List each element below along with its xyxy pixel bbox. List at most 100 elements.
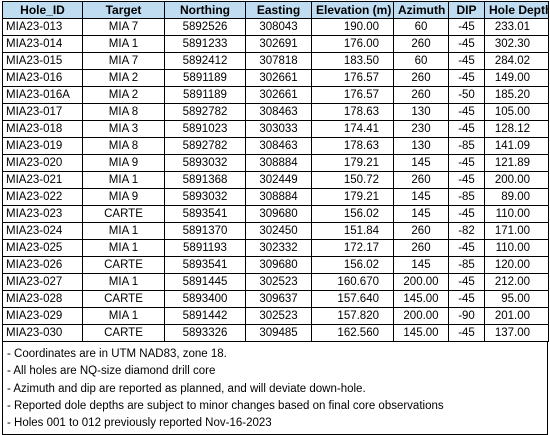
hole-id-cell: MIA23-029	[2, 307, 83, 325]
target-cell: MIA 1	[82, 171, 165, 189]
elevation-cell: 172.17	[311, 239, 394, 257]
azimuth-cell: 260	[393, 222, 449, 240]
azimuth-cell: 145.00	[393, 324, 449, 342]
target-cell: MIA 9	[82, 154, 165, 172]
azimuth-cell: 200.00	[393, 273, 449, 291]
table-row: MIA23-018 MIA 3 5891023 303033 174.41 230 -45 1…	[2, 120, 549, 138]
northing-cell: 5891233	[164, 35, 246, 53]
dip-cell: -85	[448, 188, 485, 206]
target-cell: MIA 7	[82, 52, 165, 70]
elevation-cell: 178.63	[311, 137, 394, 155]
note-line: - Reported dole depths are subject to mi…	[7, 399, 444, 412]
dip-cell: -45	[448, 171, 485, 189]
header-easting: Easting	[245, 1, 312, 19]
hole-depth-cell: 201.00	[484, 307, 549, 325]
hole-id-cell: MIA23-030	[2, 324, 83, 342]
target-cell: MIA 1	[82, 307, 165, 325]
elevation-cell: 150.72	[311, 171, 394, 189]
easting-cell: 302661	[245, 86, 312, 104]
target-cell: MIA 2	[82, 86, 165, 104]
easting-cell: 309637	[245, 290, 312, 308]
dip-cell: -45	[448, 290, 485, 308]
elevation-cell: 160.670	[311, 273, 394, 291]
target-cell: MIA 8	[82, 103, 165, 121]
northing-cell: 5891368	[164, 171, 246, 189]
azimuth-cell: 60	[393, 18, 449, 36]
easting-cell: 309680	[245, 256, 312, 274]
table-row: MIA23-019 MIA 8 5892782 308463 178.63 130 -85 1…	[2, 137, 549, 155]
easting-cell: 307818	[245, 52, 312, 70]
dip-cell: -45	[448, 52, 485, 70]
hole-id-cell: MIA23-025	[2, 239, 83, 257]
azimuth-cell: 145	[393, 256, 449, 274]
table-row: MIA23-022 MIA 9 5893032 308884 179.21 145 -85 8…	[2, 188, 549, 206]
hole-depth-cell: 200.00	[484, 171, 549, 189]
dip-cell: -50	[448, 86, 485, 104]
easting-cell: 302450	[245, 222, 312, 240]
hole-id-cell: MIA23-018	[2, 120, 83, 138]
elevation-cell: 176.57	[311, 86, 394, 104]
azimuth-cell: 130	[393, 137, 449, 155]
target-cell: CARTE	[82, 205, 165, 223]
target-cell: CARTE	[82, 256, 165, 274]
easting-cell: 303033	[245, 120, 312, 138]
hole-depth-cell: 284.02	[484, 52, 549, 70]
azimuth-cell: 230	[393, 120, 449, 138]
easting-cell: 309485	[245, 324, 312, 342]
table-row: MIA23-013 MIA 7 5892526 308043 190.00 60 -45 23…	[2, 18, 549, 36]
hole-depth-cell: 171.00	[484, 222, 549, 240]
dip-cell: -45	[448, 69, 485, 87]
drill-hole-table: Hole_ID Target Northing Easting Elevatio…	[2, 1, 549, 342]
table-row: MIA23-026 CARTE 5893541 309680 156.02 145 -85 1…	[2, 256, 549, 274]
header-northing: Northing	[164, 1, 246, 19]
azimuth-cell: 145	[393, 188, 449, 206]
dip-cell: -45	[448, 120, 485, 138]
azimuth-cell: 260	[393, 239, 449, 257]
northing-cell: 5893032	[164, 154, 246, 172]
hole-depth-cell: 110.00	[484, 239, 549, 257]
note-line: - Azimuth and dip are reported as planne…	[7, 382, 366, 395]
northing-cell: 5892526	[164, 18, 246, 36]
elevation-cell: 162.560	[311, 324, 394, 342]
hole-depth-cell: 137.00	[484, 324, 549, 342]
elevation-cell: 179.21	[311, 154, 394, 172]
dip-cell: -90	[448, 307, 485, 325]
dip-cell: -45	[448, 273, 485, 291]
easting-cell: 308463	[245, 103, 312, 121]
hole-id-cell: MIA23-019	[2, 137, 83, 155]
table-row: MIA23-027 MIA 1 5891445 302523 160.670 200.00…	[2, 273, 549, 291]
azimuth-cell: 260	[393, 86, 449, 104]
table-row: MIA23-029 MIA 1 5891442 302523 157.820 200.00…	[2, 307, 549, 325]
hole-depth-cell: 105.00	[484, 103, 549, 121]
target-cell: MIA 3	[82, 120, 165, 138]
easting-cell: 302691	[245, 35, 312, 53]
hole-id-cell: MIA23-014	[2, 35, 83, 53]
northing-cell: 5891193	[164, 239, 246, 257]
dip-cell: -45	[448, 18, 485, 36]
header-hole-id: Hole_ID	[2, 1, 83, 19]
dip-cell: -85	[448, 256, 485, 274]
target-cell: MIA 7	[82, 18, 165, 36]
azimuth-cell: 145	[393, 154, 449, 172]
azimuth-cell: 200.00	[393, 307, 449, 325]
hole-id-cell: MIA23-028	[2, 290, 83, 308]
easting-cell: 308884	[245, 154, 312, 172]
table-row: MIA23-021 MIA 1 5891368 302449 150.72 260 -45 2…	[2, 171, 549, 189]
easting-cell: 302661	[245, 69, 312, 87]
target-cell: MIA 1	[82, 239, 165, 257]
northing-cell: 5893032	[164, 188, 246, 206]
northing-cell: 5893326	[164, 324, 246, 342]
elevation-cell: 174.41	[311, 120, 394, 138]
table-row: MIA23-016 MIA 2 5891189 302661 176.57 260 -45 1…	[2, 69, 549, 87]
dip-cell: -45	[448, 35, 485, 53]
hole-depth-cell: 110.00	[484, 205, 549, 223]
northing-cell: 5893541	[164, 256, 246, 274]
hole-depth-cell: 141.09	[484, 137, 549, 155]
easting-cell: 302523	[245, 273, 312, 291]
hole-id-cell: MIA23-027	[2, 273, 83, 291]
hole-id-cell: MIA23-024	[2, 222, 83, 240]
northing-cell: 5891189	[164, 86, 246, 104]
northing-cell: 5892782	[164, 103, 246, 121]
table-row: MIA23-024 MIA 1 5891370 302450 151.84 260 -82 1…	[2, 222, 549, 240]
hole-id-cell: MIA23-022	[2, 188, 83, 206]
